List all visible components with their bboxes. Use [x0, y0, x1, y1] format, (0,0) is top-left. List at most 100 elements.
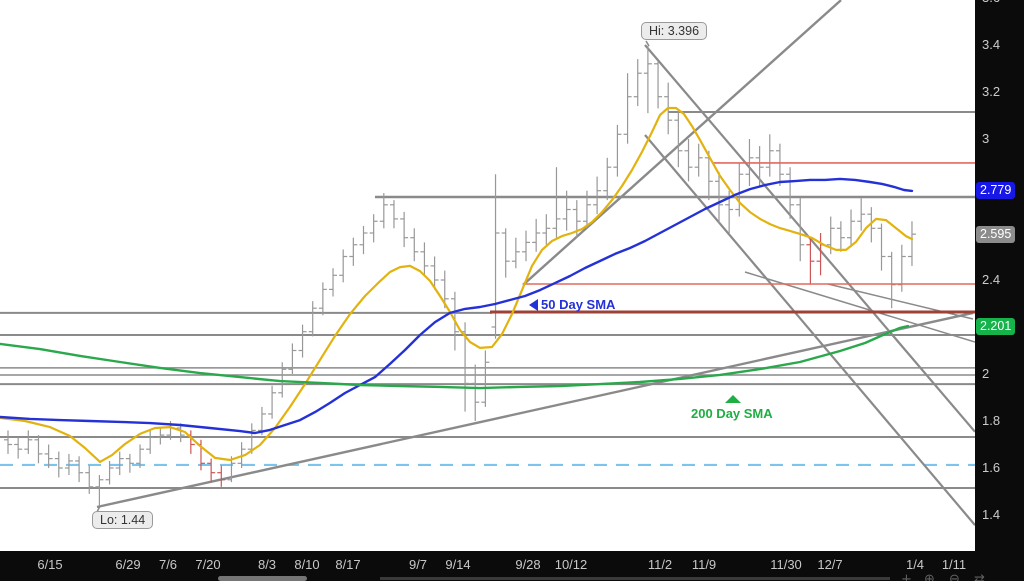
ohlc-bar [613, 124, 622, 177]
ohlc-bar [146, 430, 155, 454]
price-tick-1.8: 1.8 [982, 413, 1001, 428]
scrollbar-track [380, 577, 890, 580]
price-tick-3.2: 3.2 [982, 84, 1001, 99]
support-resistance-levels[interactable] [0, 110, 975, 489]
ohlc-bar [694, 143, 703, 177]
ohlc-bar [704, 150, 713, 201]
ohlc-bar [64, 453, 73, 476]
ohlc-bar [389, 200, 398, 229]
ohlc-bar [318, 282, 327, 316]
chart-plot-area[interactable]: Hi: 3.396 Lo: 1.44 50 Day SMA 200 Day SM… [0, 0, 976, 551]
series-200-day-sma [0, 324, 910, 390]
price-badge-2.201: 2.201 [976, 318, 1016, 336]
trendline-uptrend-steep[interactable] [522, 0, 842, 286]
ohlc-bar [156, 428, 165, 445]
zoom-out-icon[interactable]: ⊖ [949, 572, 960, 581]
ohlc-bar [481, 350, 490, 407]
ohlc-bar [329, 268, 338, 297]
ohlc-bar [34, 435, 43, 464]
price-tick-3: 3 [982, 131, 990, 146]
ohlc-bar [806, 237, 815, 285]
ohlc-bar [54, 451, 63, 478]
price-badge-2.779: 2.779 [976, 182, 1016, 200]
ohlc-bar [176, 423, 185, 443]
ohlc-bar [562, 190, 571, 231]
trendlines[interactable] [96, 0, 976, 526]
alert-levels[interactable] [490, 162, 975, 314]
date-tick-6-29: 6/29 [115, 557, 141, 572]
ohlc-bar [755, 146, 764, 186]
date-tick-12-7: 12/7 [817, 557, 843, 572]
sma200-label: 200 Day SMA [691, 406, 773, 421]
sma50-label: 50 Day SMA [541, 297, 616, 312]
trendline-minor-descending-a[interactable] [744, 271, 976, 343]
date-tick-1-4: 1/4 [905, 557, 925, 572]
scrollbar-thumb[interactable] [218, 576, 307, 581]
date-tick-8-10: 8/10 [294, 557, 320, 572]
time-axis[interactable]: + ⊕ ⊖ ⇄ 6/15 6/29 7/6 7/20 8/3 8/10 8/17 9/7 9/1… [0, 551, 1024, 581]
ohlc-bar [379, 193, 388, 229]
price-axis[interactable]: 3.6 3.4 3.2 3 2.4 2 1.8 1.6 1.4 2.779 2.595 2.201 [975, 0, 1024, 551]
ohlc-bar [633, 59, 642, 107]
ohlc-bar [339, 249, 348, 283]
ohlc-bar [369, 214, 378, 243]
ohlc-bar [552, 167, 561, 238]
ohlc-bar [796, 197, 805, 262]
plus-icon[interactable]: + [901, 572, 912, 581]
ohlc-bar [623, 73, 632, 144]
ohlc-bar [207, 458, 216, 483]
date-tick-9-7: 9/7 [408, 557, 428, 572]
date-tick-11-30: 11/30 [770, 557, 802, 572]
ohlc-bar [85, 465, 94, 494]
trendline-minor-descending-b[interactable] [827, 283, 974, 320]
ohlc-bar [542, 214, 551, 245]
price-badge-2.595: 2.595 [976, 225, 1016, 243]
date-tick-7-6: 7/6 [158, 557, 178, 572]
ohlc-bar [471, 364, 480, 421]
pan-icon[interactable]: ⇄ [974, 572, 985, 581]
ohlc-bar [298, 324, 307, 358]
price-tick-3.4: 3.4 [982, 37, 1001, 52]
ohlc-bar [684, 139, 693, 182]
ohlc-bar [125, 453, 134, 473]
date-tick-8-17: 8/17 [335, 557, 361, 572]
ohlc-bar [288, 343, 297, 374]
ohlc-bar [501, 228, 510, 278]
price-tick-2: 2 [982, 366, 990, 381]
ohlc-bar [603, 157, 612, 201]
date-tick-10-12: 10/12 [554, 557, 588, 572]
zoom-in-icon[interactable]: ⊕ [924, 572, 935, 581]
series-short-term-ma [0, 106, 914, 463]
ohlc-bar [308, 301, 317, 337]
ohlc-bar [359, 225, 368, 255]
ohlc-bar [268, 385, 277, 419]
ohlc-bar [115, 451, 124, 476]
low-annotation: Lo: 1.44 [92, 511, 154, 529]
ohlc-bar [877, 223, 886, 271]
ohlc-bar [217, 465, 226, 487]
price-chart-canvas[interactable] [0, 0, 976, 551]
ohlc-bar [349, 237, 358, 266]
ohlc-bar [654, 61, 663, 109]
date-tick-7-20: 7/20 [195, 557, 221, 572]
ohlc-bar [907, 221, 916, 266]
ohlc-bar [593, 176, 602, 215]
ohlc-bar [105, 460, 114, 485]
date-tick-8-3: 8/3 [257, 557, 277, 572]
sma50-pointer-icon [529, 299, 538, 311]
ohlc-bar [430, 256, 439, 290]
ohlc-bar [410, 228, 419, 262]
price-tick-1.4: 1.4 [982, 507, 1001, 522]
ohlc-bar [582, 190, 591, 229]
ohlc-bar [714, 171, 723, 224]
ohlc-bar [765, 134, 774, 177]
trendline-uptrend-long[interactable] [96, 311, 974, 509]
date-tick-11-2: 11/2 [647, 557, 673, 572]
trendline-downtrend-channel-lower[interactable] [644, 134, 976, 526]
ohlc-bar [775, 143, 784, 186]
ohlc-bar [4, 430, 12, 454]
date-tick-6-15: 6/15 [37, 557, 63, 572]
ohlc-bar [857, 197, 866, 231]
ohlc-bar [836, 221, 845, 252]
ohlc-bar [44, 444, 53, 468]
